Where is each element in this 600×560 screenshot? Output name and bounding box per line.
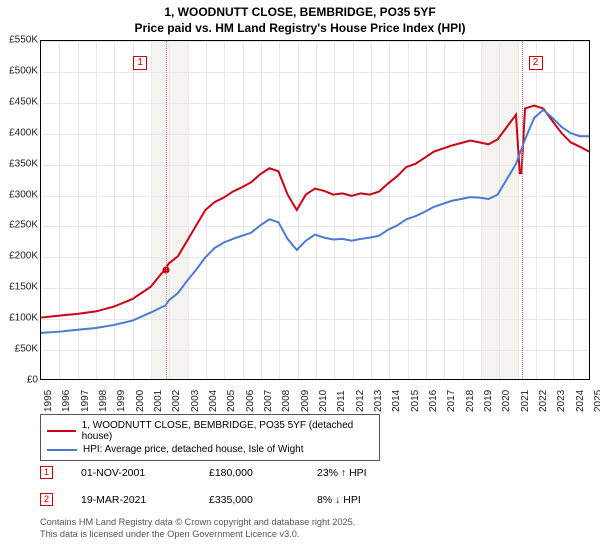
legend-item: 1, WOODNUTT CLOSE, BEMBRIDGE, PO35 5YF (… [47,419,373,443]
y-tick-label: £300K [2,189,38,200]
y-tick-label: £50K [2,344,38,355]
legend-item: HPI: Average price, detached house, Isle… [47,443,373,456]
sale-price: £335,000 [209,494,289,506]
sales-list: 1 01-NOV-2001 £180,000 23% ↑ HPI 2 19-MAR-202… [40,460,560,514]
y-tick-label: £550K [2,35,38,46]
x-tick-label: 2012 [355,390,366,412]
x-tick-label: 2016 [428,390,439,412]
sale-date: 01-NOV-2001 [81,467,181,479]
chart-lines [41,41,589,379]
x-tick-label: 2007 [263,390,274,412]
y-tick-label: £200K [2,251,38,262]
x-tick-label: 2011 [336,390,347,412]
sale-row: 2 19-MAR-2021 £335,000 8% ↓ HPI [40,487,560,514]
x-tick-label: 2020 [501,390,512,412]
legend-swatch [47,430,76,432]
title-main: 1, WOODNUTT CLOSE, BEMBRIDGE, PO35 5YF [164,5,435,19]
x-tick-label: 2006 [245,390,256,412]
chart-title: 1, WOODNUTT CLOSE, BEMBRIDGE, PO35 5YF P… [0,0,600,36]
chart-plot-area [40,40,590,380]
x-tick-label: 1998 [98,390,109,412]
x-tick-label: 2010 [318,390,329,412]
x-tick-label: 2000 [135,390,146,412]
x-tick-label: 2005 [226,390,237,412]
sale-date: 19-MAR-2021 [81,494,181,506]
y-tick-label: £450K [2,96,38,107]
sale-marker-box: 2 [529,56,543,70]
series-line [41,106,589,318]
x-tick-label: 2009 [300,390,311,412]
y-tick-label: £100K [2,313,38,324]
footer-line1: Contains HM Land Registry data © Crown c… [40,516,580,528]
title-sub: Price paid vs. HM Land Registry's House … [0,20,600,36]
x-tick-label: 1997 [80,390,91,412]
y-tick-label: £350K [2,158,38,169]
x-tick-label: 2013 [373,390,384,412]
y-tick-label: £500K [2,65,38,76]
x-tick-label: 2002 [171,390,182,412]
legend-label: 1, WOODNUTT CLOSE, BEMBRIDGE, PO35 5YF (… [82,420,373,442]
x-tick-label: 2017 [446,390,457,412]
x-tick-label: 2025 [593,390,600,412]
y-tick-label: £400K [2,127,38,138]
x-tick-label: 2024 [575,390,586,412]
x-tick-label: 2018 [465,390,476,412]
footer-line2: This data is licensed under the Open Gov… [40,528,580,540]
x-tick-label: 2003 [190,390,201,412]
legend-box: 1, WOODNUTT CLOSE, BEMBRIDGE, PO35 5YF (… [40,414,380,461]
x-tick-label: 2001 [153,390,164,412]
x-tick-label: 2008 [281,390,292,412]
sale-diff: 23% ↑ HPI [317,467,407,479]
x-tick-label: 2014 [391,390,402,412]
x-tick-label: 2019 [483,390,494,412]
sale-row: 1 01-NOV-2001 £180,000 23% ↑ HPI [40,460,560,487]
sale-row-marker: 2 [40,493,53,506]
sale-diff: 8% ↓ HPI [317,494,407,506]
x-tick-label: 1995 [43,390,54,412]
y-tick-label: £150K [2,282,38,293]
x-tick-label: 2022 [538,390,549,412]
y-tick-label: £0 [2,375,38,386]
sale-marker-box: 1 [133,56,147,70]
attribution: Contains HM Land Registry data © Crown c… [40,516,580,541]
sale-price: £180,000 [209,467,289,479]
legend-swatch [47,449,77,451]
sale-marker-line [522,41,523,379]
sale-row-marker: 1 [40,466,53,479]
x-tick-label: 2015 [410,390,421,412]
x-tick-label: 1999 [116,390,127,412]
series-line [41,110,589,333]
x-tick-label: 2021 [520,390,531,412]
x-tick-label: 1996 [61,390,72,412]
sale-marker-line [166,41,167,379]
y-tick-label: £250K [2,220,38,231]
legend-label: HPI: Average price, detached house, Isle… [83,444,304,455]
x-tick-label: 2004 [208,390,219,412]
x-tick-label: 2023 [556,390,567,412]
